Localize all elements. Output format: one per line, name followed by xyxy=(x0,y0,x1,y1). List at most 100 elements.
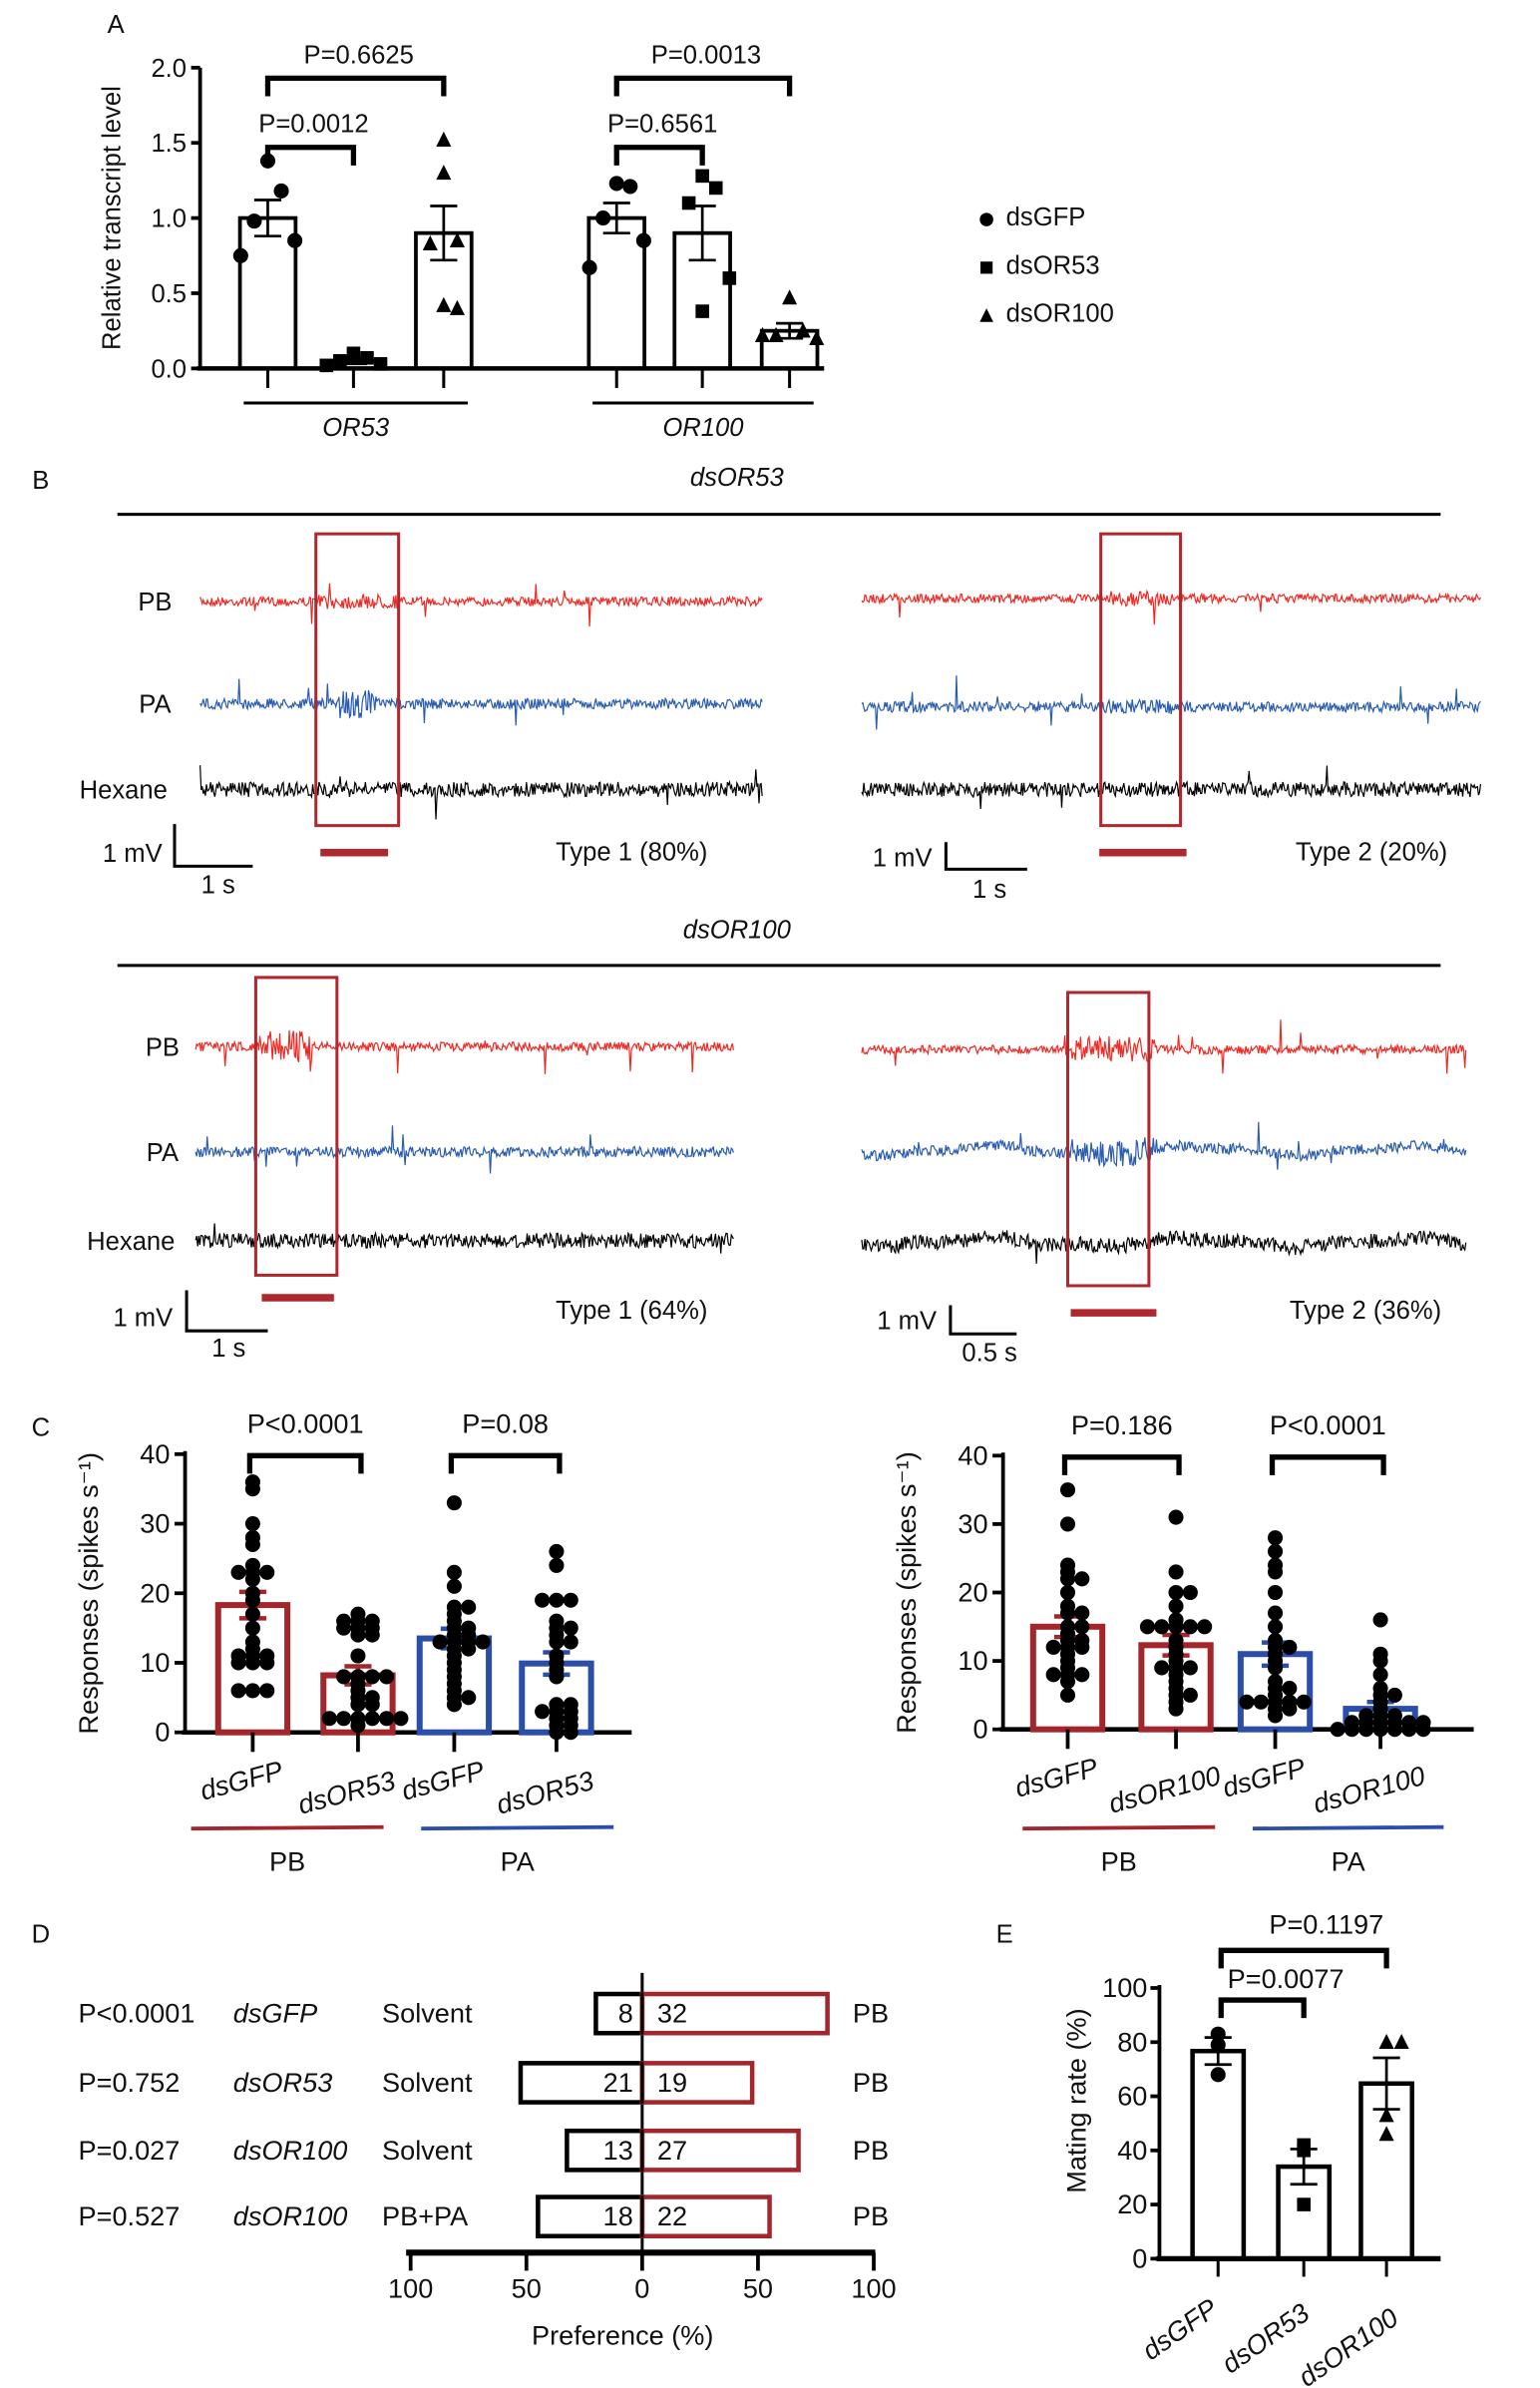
data-point xyxy=(336,1620,352,1636)
p-value: P=0.0013 xyxy=(651,41,761,69)
y-tick-label: 1.0 xyxy=(151,205,187,233)
data-point xyxy=(549,1592,565,1608)
trace-label: PA xyxy=(139,691,172,719)
y-tick-label: 60 xyxy=(1117,2081,1147,2112)
voltage-scale-label: 1 mV xyxy=(877,1308,937,1336)
y-axis-label: Mating rate (%) xyxy=(1061,2008,1092,2192)
x-tick-label: dsGFP xyxy=(1219,1752,1309,1803)
bar xyxy=(586,215,647,371)
data-point xyxy=(336,1669,352,1685)
significance-bracket xyxy=(1061,1454,1182,1475)
data-point xyxy=(1344,1722,1359,1738)
p-value: P=0.752 xyxy=(79,2067,181,2098)
trace-label: Hexane xyxy=(87,1228,175,1256)
y-axis-label: Relative transcript level xyxy=(99,86,127,350)
data-point xyxy=(722,271,737,285)
data-point xyxy=(1378,2107,1394,2123)
scale-bar xyxy=(173,824,253,868)
data-point xyxy=(230,1683,246,1699)
stimulus-window-box xyxy=(1099,532,1183,828)
data-point xyxy=(1074,1571,1090,1587)
x-tick-label: 100 xyxy=(851,2273,896,2304)
x-tick-label: dsOR53 xyxy=(294,1765,398,1820)
data-point xyxy=(1059,1571,1076,1587)
data-point xyxy=(708,181,723,196)
recording-trace xyxy=(199,583,763,627)
recording-trace xyxy=(194,1125,734,1174)
left-count: 21 xyxy=(603,2067,633,2098)
recording-trace xyxy=(861,589,1482,625)
data-point xyxy=(549,1634,565,1650)
right-count: 19 xyxy=(657,2067,687,2098)
significance-bracket xyxy=(1269,1454,1386,1475)
data-point xyxy=(273,183,289,199)
data-point xyxy=(350,1648,366,1664)
left-count: 18 xyxy=(603,2200,633,2231)
genotype-label: dsGFP xyxy=(233,1998,317,2029)
data-point xyxy=(1045,1639,1061,1655)
data-point xyxy=(422,234,438,251)
y-tick-label: 0 xyxy=(155,1717,170,1748)
y-tick-label: 2.0 xyxy=(151,55,187,83)
data-point xyxy=(695,304,709,318)
data-point xyxy=(350,1627,366,1643)
x-tick-label: dsOR53 xyxy=(493,1765,596,1820)
recording-trace xyxy=(861,1121,1467,1170)
data-point xyxy=(246,213,262,229)
y-tick-label: 20 xyxy=(140,1577,170,1608)
data-point xyxy=(1182,1619,1198,1635)
p-value: P=0.027 xyxy=(79,2135,181,2166)
y-tick-label: 40 xyxy=(140,1438,170,1469)
data-point xyxy=(446,1564,462,1580)
group-label: PA xyxy=(1332,1845,1366,1876)
data-point xyxy=(1330,1722,1346,1738)
data-point xyxy=(364,1697,380,1713)
data-point xyxy=(350,1718,366,1734)
right-stimulus-label: PB xyxy=(853,1998,889,2029)
x-tick-label: 0 xyxy=(634,2273,649,2304)
data-point xyxy=(1059,1584,1076,1601)
data-point xyxy=(1415,1722,1431,1738)
data-point xyxy=(1182,1687,1198,1703)
data-point xyxy=(1378,2033,1394,2050)
data-point xyxy=(1059,1605,1076,1621)
p-value: P<0.0001 xyxy=(247,1408,364,1439)
right-stimulus-label: PB xyxy=(853,2200,889,2231)
data-point xyxy=(1168,1701,1184,1717)
data-point xyxy=(1282,1639,1298,1655)
y-tick-label: 20 xyxy=(1117,2189,1147,2219)
data-point xyxy=(608,176,624,192)
data-point xyxy=(1210,2026,1226,2042)
data-point xyxy=(1074,1639,1090,1655)
left-stimulus-label: Solvent xyxy=(382,1998,473,2029)
recording-trace xyxy=(194,1029,734,1074)
p-value: P=0.6625 xyxy=(303,41,413,69)
data-point xyxy=(446,1697,462,1713)
group-label: OR100 xyxy=(662,414,744,442)
data-point xyxy=(1074,1605,1090,1621)
data-point xyxy=(535,1592,551,1608)
data-point xyxy=(1210,2037,1226,2053)
data-point xyxy=(1253,1694,1269,1710)
data-point xyxy=(1139,1619,1155,1635)
legend-label: dsOR53 xyxy=(1006,251,1100,279)
group-line xyxy=(191,1824,384,1831)
panel-label: D xyxy=(32,1921,51,1949)
data-point xyxy=(232,247,248,263)
data-point xyxy=(1197,1619,1213,1635)
data-point xyxy=(432,1634,448,1650)
data-point xyxy=(244,1620,260,1636)
group-line xyxy=(421,1824,614,1831)
right-stimulus-label: PB xyxy=(853,2067,889,2098)
left-count: 13 xyxy=(603,2135,633,2166)
right-count: 22 xyxy=(657,2200,687,2231)
data-point xyxy=(1239,1694,1255,1710)
data-point xyxy=(549,1669,565,1685)
time-scale-label: 1 s xyxy=(972,876,1006,904)
data-point xyxy=(1168,1564,1184,1580)
right-stimulus-label: PB xyxy=(853,2135,889,2166)
section-title: dsOR53 xyxy=(690,464,785,492)
data-point xyxy=(1210,2067,1226,2083)
data-point xyxy=(782,289,798,305)
